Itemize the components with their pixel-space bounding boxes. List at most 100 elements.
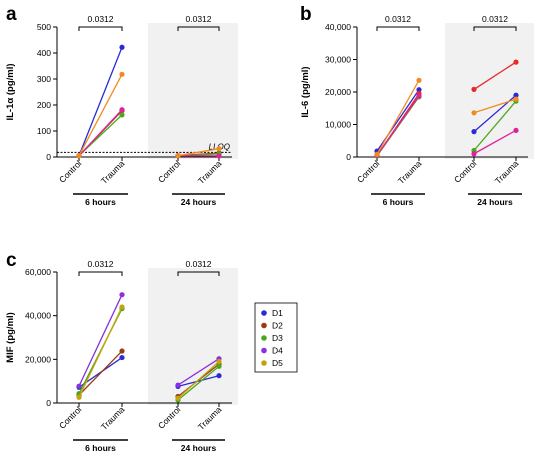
y-tick-label: 40,000 — [325, 22, 351, 32]
significance-bracket — [78, 271, 123, 276]
y-axis-title: IL-6 (pg/ml) — [300, 66, 311, 117]
group-label: 24 hours — [181, 197, 217, 207]
data-point — [119, 354, 125, 361]
data-point — [76, 383, 82, 389]
data-point — [119, 71, 125, 77]
p-value-label: 0.0312 — [186, 259, 212, 269]
data-point — [513, 59, 519, 65]
series-line — [177, 148, 220, 157]
group-label: 6 hours — [383, 197, 414, 207]
y-axis-title: MIF (pg/ml) — [5, 312, 16, 363]
data-point — [76, 153, 82, 159]
legend-label: D1 — [272, 308, 283, 318]
category-label: Control — [156, 404, 183, 431]
y-tick-label: 60,000 — [25, 267, 51, 277]
data-point — [119, 292, 125, 298]
y-tick-label: 0 — [46, 398, 51, 408]
legend-marker — [261, 335, 267, 341]
series-line — [473, 61, 517, 90]
significance-bracket — [177, 26, 220, 31]
series-line — [473, 100, 517, 151]
data-point — [513, 96, 519, 102]
y-tick-label: 0 — [46, 152, 51, 162]
legend-label: D3 — [272, 333, 283, 343]
category-label: Control — [452, 158, 479, 185]
legend-label: D2 — [272, 321, 283, 331]
data-point — [216, 153, 222, 159]
data-point — [471, 151, 477, 157]
data-point — [513, 92, 519, 98]
y-tick-label: 300 — [37, 74, 51, 84]
series-line — [376, 79, 420, 155]
data-point — [471, 110, 477, 116]
data-point — [374, 151, 380, 157]
significance-bracket — [177, 271, 220, 276]
p-value-label: 0.0312 — [88, 259, 114, 269]
series-line — [177, 361, 220, 399]
significance-bracket — [473, 26, 517, 31]
group-label: 24 hours — [181, 443, 217, 453]
data-point — [513, 127, 519, 133]
y-tick-label: 20,000 — [25, 354, 51, 364]
series-line — [177, 358, 220, 386]
data-point — [216, 373, 222, 379]
group-shading — [445, 23, 534, 159]
category-label: Trauma — [396, 158, 424, 186]
series-line — [177, 365, 220, 401]
series-line — [78, 47, 123, 156]
chart-panel-c: 0 20,000 40,000 60,000 MIF (pg/ml) Control Tra… — [5, 259, 238, 453]
category-label: Control — [156, 158, 183, 185]
category-label: Control — [355, 158, 382, 185]
significance-bracket — [78, 26, 123, 31]
category-label: Control — [57, 158, 84, 185]
p-value-label: 0.0312 — [186, 14, 212, 24]
chart-panel-a: 0 100 200 300 400 500 IL-1α (pg/ml) Control Trau… — [5, 14, 238, 207]
y-tick-label: 30,000 — [325, 55, 351, 65]
y-tick-label: 0 — [346, 152, 351, 162]
data-point — [416, 87, 422, 93]
p-value-label: 0.0312 — [482, 14, 508, 24]
significance-bracket — [376, 26, 420, 31]
legend: D1 D2 D3 D4 D5 — [254, 302, 298, 373]
legend-marker — [261, 322, 267, 329]
p-value-label: 0.0312 — [88, 14, 114, 24]
y-tick-label: 200 — [37, 100, 51, 110]
data-point — [216, 358, 222, 365]
data-point — [175, 382, 181, 388]
chart-panel-b: 0 10,000 20,000 30,000 40,000 IL-6 (pg/ml) Con… — [300, 14, 534, 207]
panel-letter-a: a — [6, 4, 17, 25]
data-point — [216, 363, 222, 369]
category-label: Trauma — [99, 158, 127, 186]
y-tick-label: 100 — [37, 126, 51, 136]
group-shading — [148, 23, 238, 159]
p-value-label: 0.0312 — [385, 14, 411, 24]
data-point — [119, 107, 125, 113]
y-tick-label: 40,000 — [25, 311, 51, 321]
series-line — [78, 109, 123, 157]
series-line — [473, 129, 517, 155]
y-tick-label: 10,000 — [325, 120, 351, 130]
data-point — [175, 153, 181, 159]
group-label: 24 hours — [477, 197, 513, 207]
series-line — [376, 95, 420, 156]
data-point — [119, 348, 125, 354]
legend-marker — [261, 310, 267, 316]
group-label: 6 hours — [85, 197, 116, 207]
y-tick-label: 500 — [37, 22, 51, 32]
legend-label: D4 — [272, 346, 283, 356]
legend-label: D5 — [272, 358, 283, 368]
series-line — [78, 350, 123, 396]
panel-letter-b: b — [300, 4, 312, 25]
y-tick-label: 20,000 — [325, 87, 351, 97]
category-label: Trauma — [99, 404, 127, 432]
category-label: Trauma — [196, 158, 224, 186]
category-label: Trauma — [196, 404, 224, 432]
legend-marker — [261, 347, 267, 354]
series-line — [376, 89, 420, 152]
data-point — [416, 93, 422, 99]
series-line — [78, 74, 123, 157]
legend-marker — [261, 360, 267, 366]
panel-letter-c: c — [6, 250, 17, 271]
series-line — [78, 306, 123, 398]
